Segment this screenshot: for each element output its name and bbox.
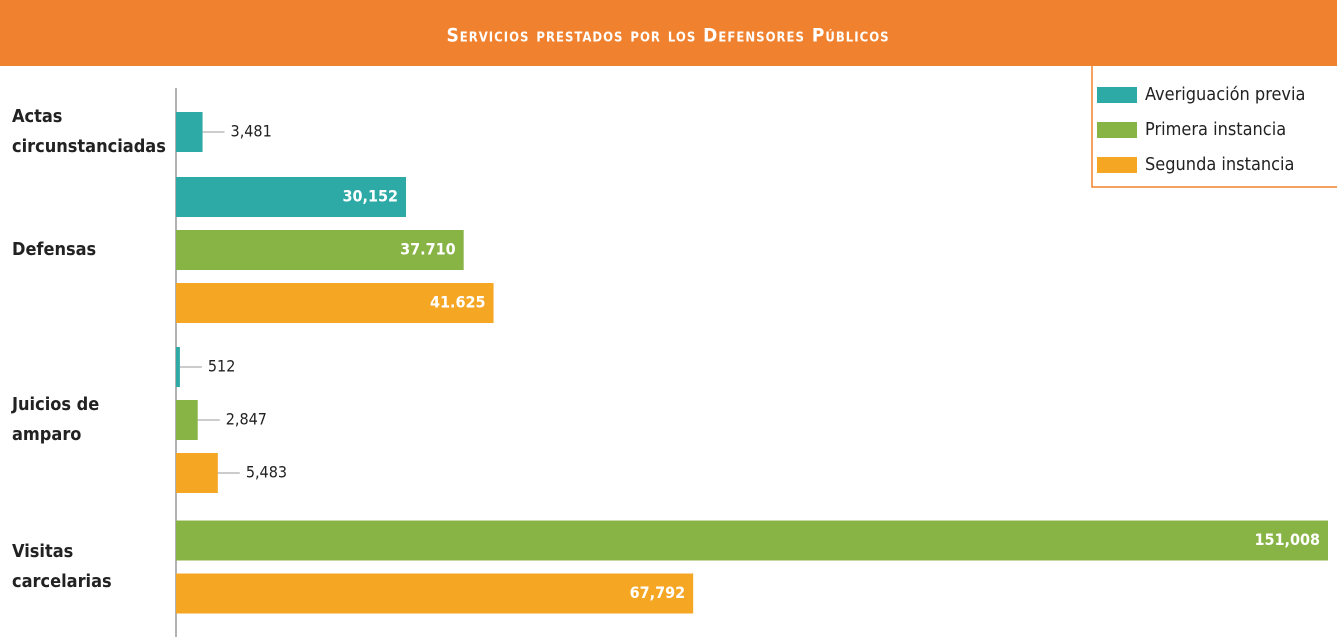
value-label: 512 xyxy=(208,357,235,376)
category-label: Juicios de amparo xyxy=(11,394,99,445)
value-label: 30,152 xyxy=(342,187,398,206)
bar xyxy=(176,112,203,152)
category-label: Defensas xyxy=(12,239,96,260)
value-label: 5,483 xyxy=(246,463,287,482)
chart-title: Servicios prestados por los Defensores P… xyxy=(446,25,889,47)
value-label: 3,481 xyxy=(231,122,272,141)
category-label: Visitas carcelarias xyxy=(12,541,112,592)
legend-label: Segunda instancia xyxy=(1145,154,1294,175)
header-band xyxy=(0,0,1337,66)
value-label: 41.625 xyxy=(430,293,486,312)
bar xyxy=(176,347,180,387)
legend-label: Primera instancia xyxy=(1145,119,1286,140)
bar xyxy=(176,400,198,440)
bar xyxy=(176,283,494,323)
bar xyxy=(176,230,464,270)
legend-swatch xyxy=(1097,157,1137,173)
value-label: 67,792 xyxy=(630,583,686,602)
value-label: 37.710 xyxy=(400,240,456,259)
legend-frame xyxy=(1091,66,1337,188)
bar xyxy=(176,177,407,217)
legend-swatch xyxy=(1097,122,1137,138)
value-label: 2,847 xyxy=(226,410,267,429)
value-label: 151,008 xyxy=(1254,530,1320,549)
category-label: Actas circunstanciadas xyxy=(12,106,166,157)
bar xyxy=(176,520,1328,561)
bar xyxy=(176,453,218,493)
legend-swatch xyxy=(1097,87,1137,103)
bar xyxy=(176,573,694,614)
legend-label: Averiguación previa xyxy=(1145,84,1305,105)
